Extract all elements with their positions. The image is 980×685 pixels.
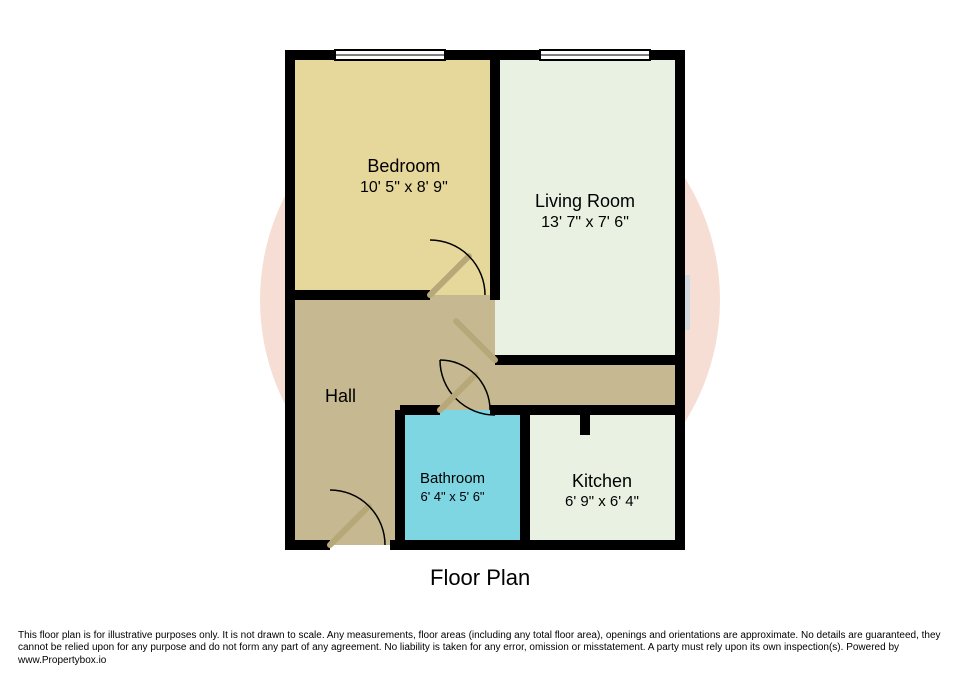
plan-title: Floor Plan — [430, 565, 530, 591]
room-dims: 6' 4" x 5' 6" — [420, 489, 485, 505]
room-dims: 10' 5" x 8' 9" — [360, 178, 448, 198]
label-kitchen: Kitchen 6' 9" x 6' 4" — [565, 470, 639, 511]
room-name: Bedroom — [360, 155, 448, 178]
label-bathroom: Bathroom 6' 4" x 5' 6" — [420, 470, 485, 505]
room-name: Kitchen — [565, 470, 639, 493]
room-name: Living Room — [535, 190, 635, 213]
room-dims: 6' 9" x 6' 4" — [565, 493, 639, 512]
disclaimer-text: This floor plan is for illustrative purp… — [18, 630, 962, 668]
room-name: Bathroom — [420, 470, 485, 489]
label-hall: Hall — [325, 385, 356, 408]
label-living-room: Living Room 13' 7" x 7' 6" — [535, 190, 635, 233]
room-name: Hall — [325, 385, 356, 408]
floorplan-stage: PRIME CHOICE LETTING & ESTATE AGENTS Est… — [0, 0, 980, 685]
label-bedroom: Bedroom 10' 5" x 8' 9" — [360, 155, 448, 198]
room-dims: 13' 7" x 7' 6" — [535, 213, 635, 233]
